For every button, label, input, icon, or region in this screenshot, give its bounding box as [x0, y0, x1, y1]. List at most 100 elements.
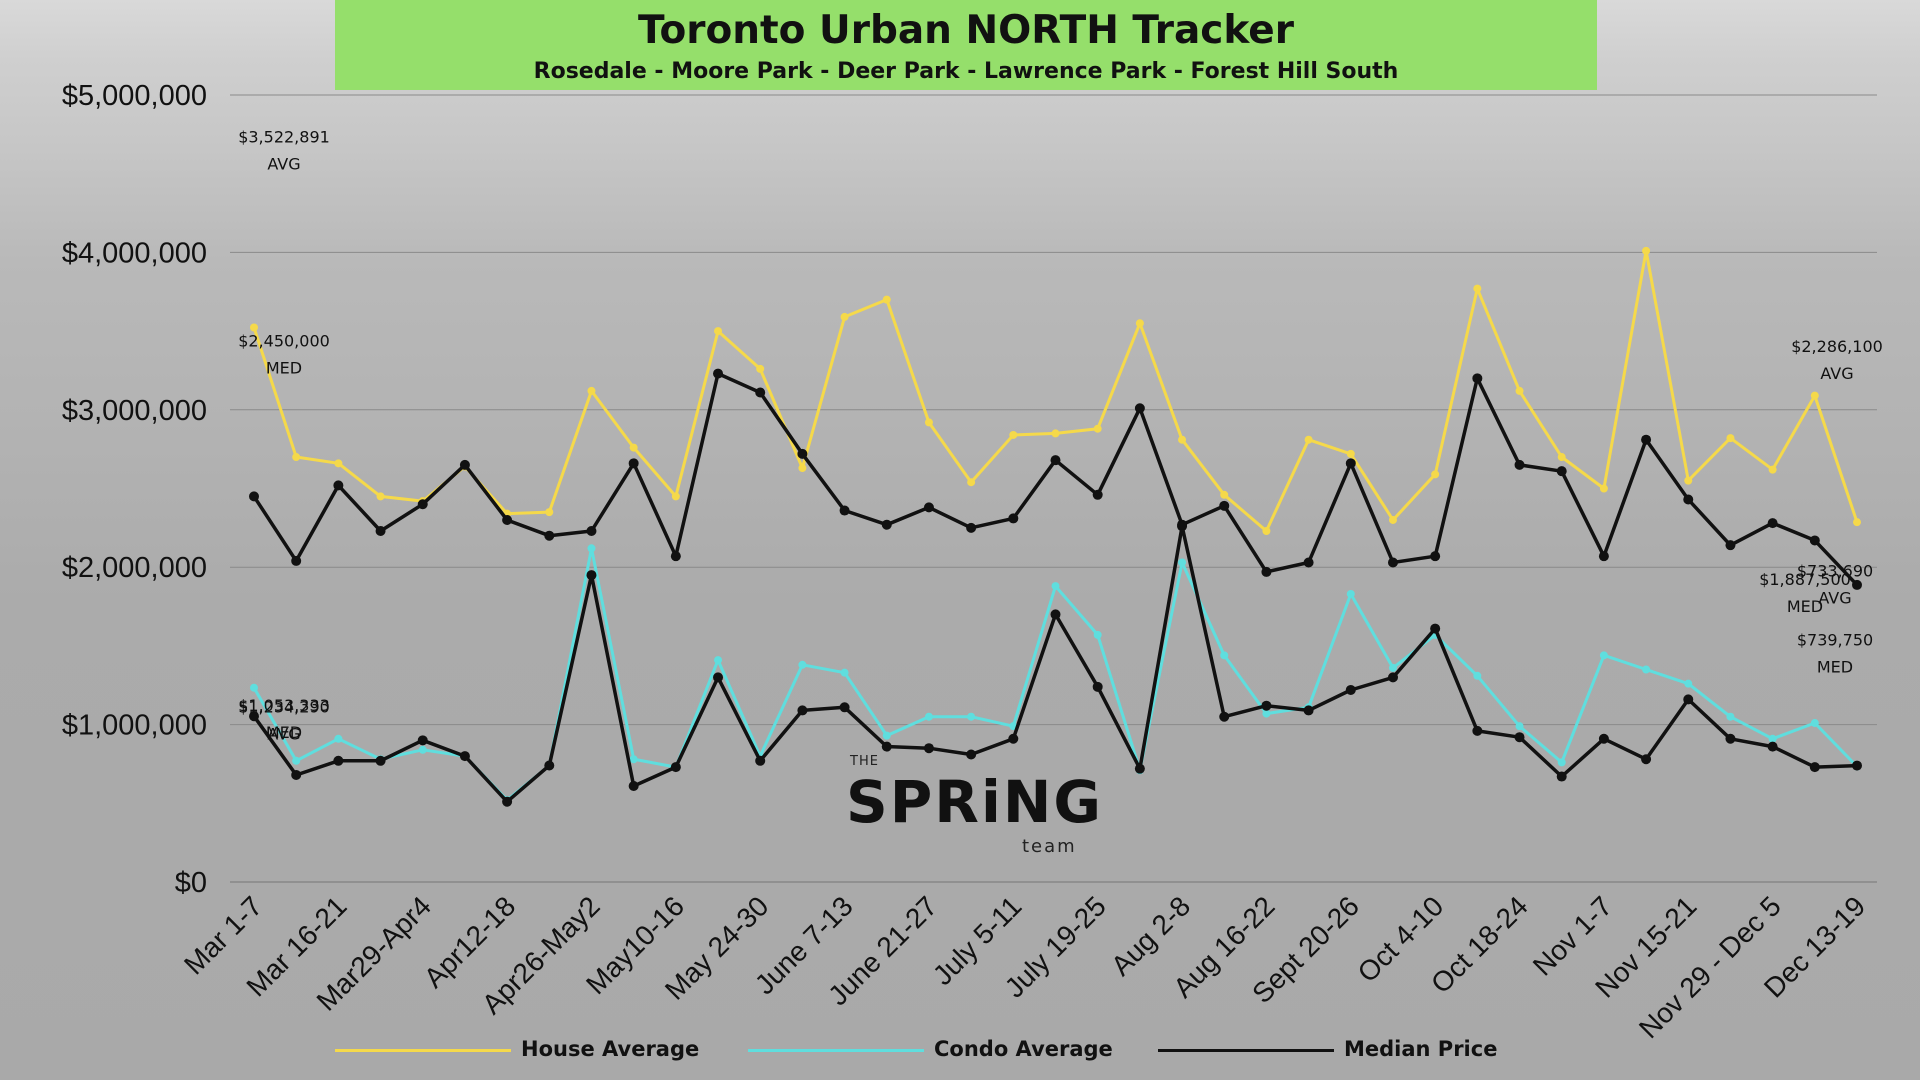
chart-title: Toronto Urban NORTH Tracker — [638, 8, 1294, 53]
series-0-point-18 — [1009, 430, 1018, 439]
series-3-point-22 — [1177, 519, 1188, 530]
series-2-point-16 — [923, 743, 934, 754]
series-3-point-31 — [1556, 466, 1567, 477]
series-1-point-19 — [1051, 582, 1060, 591]
series-3-point-32 — [1598, 551, 1609, 562]
series-0-point-2 — [334, 459, 343, 468]
series-2-point-18 — [1008, 733, 1019, 744]
series-2-point-6 — [502, 796, 513, 807]
series-0-point-36 — [1768, 465, 1777, 474]
series-3-point-16 — [923, 502, 934, 513]
series-0-point-7 — [545, 508, 554, 517]
annotation-value-3: $1,053,333 — [238, 696, 330, 715]
series-2-point-23 — [1219, 711, 1230, 722]
annotation-value-2: $1,234,290 — [238, 698, 330, 717]
legend-label-condo: Condo Average — [934, 1037, 1113, 1061]
y-tick-label-3: $3,000,000 — [62, 395, 207, 427]
series-2-point-0 — [249, 711, 259, 722]
series-1-point-16 — [924, 712, 933, 721]
series-0-point-38 — [1853, 518, 1861, 527]
y-tick-label-2: $2,000,000 — [62, 552, 207, 584]
series-1-point-1 — [292, 756, 301, 765]
series-2-point-14 — [839, 702, 850, 713]
series-1-point-37 — [1810, 719, 1819, 728]
series-0-point-27 — [1388, 515, 1397, 524]
series-2-point-19 — [1050, 609, 1061, 620]
series-3-point-5 — [459, 459, 470, 470]
series-0-point-1 — [292, 453, 301, 462]
y-tick-label-5: $5,000,000 — [62, 80, 207, 112]
series-line-3 — [252, 371, 1859, 587]
series-0-point-31 — [1557, 453, 1566, 462]
series-1-point-27 — [1388, 663, 1397, 672]
series-2-point-7 — [544, 760, 555, 771]
annotation-tag-4: AVG — [1820, 364, 1853, 383]
series-3-point-20 — [1092, 489, 1103, 500]
logo-team: team — [1022, 836, 1077, 857]
series-1-point-20 — [1093, 630, 1102, 639]
series-2-point-35 — [1725, 733, 1736, 744]
series-0-point-28 — [1431, 470, 1440, 479]
series-0-point-3 — [376, 492, 385, 501]
series-1-point-23 — [1220, 651, 1229, 660]
series-0-point-11 — [714, 327, 723, 336]
series-3-point-13 — [797, 448, 808, 459]
x-tick-label-18: Nov 29 - Dec 5 — [1633, 890, 1787, 1044]
spring-team-logo: THE SPRiNG team — [846, 754, 1101, 864]
series-3-point-1 — [291, 555, 302, 566]
series-0-point-10 — [671, 492, 680, 501]
series-0-point-29 — [1473, 284, 1482, 293]
series-0-point-30 — [1515, 386, 1524, 395]
title-banner: Toronto Urban NORTH Tracker Rosedale - M… — [335, 0, 1597, 90]
series-2-point-2 — [333, 755, 344, 766]
series-3-point-37 — [1809, 535, 1820, 546]
series-3-point-30 — [1514, 459, 1525, 470]
series-2-point-20 — [1092, 681, 1103, 692]
series-3-point-27 — [1387, 557, 1398, 568]
series-1-point-32 — [1599, 651, 1608, 660]
series-2-point-32 — [1598, 733, 1609, 744]
series-2-point-15 — [881, 741, 892, 752]
series-3-point-7 — [544, 530, 555, 541]
annotation-value-0: $3,522,891 — [238, 127, 330, 146]
series-2-point-25 — [1303, 705, 1314, 716]
series-1-point-2 — [334, 734, 343, 743]
series-3-point-25 — [1303, 557, 1314, 568]
series-0-point-19 — [1051, 429, 1060, 438]
series-0-point-22 — [1178, 435, 1187, 444]
series-0-point-16 — [924, 418, 933, 427]
legend-swatch-condo — [748, 1049, 924, 1052]
legend-swatch-median — [1158, 1049, 1334, 1052]
series-1-point-34 — [1684, 679, 1693, 688]
series-3-point-15 — [881, 519, 892, 530]
annotation-value-1: $2,450,000 — [238, 331, 330, 350]
annotation-tag-0: AVG — [267, 154, 300, 173]
series-3-point-10 — [670, 551, 681, 562]
annotation-value-5: $1,887,500 — [1759, 570, 1851, 589]
series-1-point-4 — [418, 745, 427, 754]
series-2-point-1 — [291, 769, 302, 780]
series-3-point-29 — [1472, 373, 1483, 384]
annotation-tag-1: MED — [266, 358, 302, 377]
series-0-point-21 — [1135, 319, 1144, 328]
series-1-point-0 — [250, 683, 258, 692]
series-3-point-9 — [628, 458, 639, 469]
series-2-point-3 — [375, 755, 386, 766]
annotation-tag-7: MED — [1817, 658, 1853, 677]
series-2-point-38 — [1852, 760, 1862, 771]
series-3-point-23 — [1219, 500, 1230, 511]
series-2-point-10 — [670, 762, 681, 773]
series-3-point-12 — [755, 387, 766, 398]
annotation-tag-3: MED — [266, 723, 302, 742]
y-tick-label-0: $0 — [175, 867, 207, 899]
series-3-point-21 — [1134, 403, 1145, 414]
series-2-point-17 — [966, 749, 977, 760]
series-0-point-12 — [756, 364, 765, 373]
annotation-value-4: $2,286,100 — [1791, 337, 1883, 356]
series-1-point-26 — [1346, 589, 1355, 598]
series-1-point-13 — [798, 660, 807, 669]
series-3-point-2 — [333, 480, 344, 491]
legend: House Average Condo Average Median Price — [0, 1035, 1920, 1065]
legend-label-median: Median Price — [1344, 1037, 1498, 1061]
series-3-point-26 — [1345, 458, 1356, 469]
